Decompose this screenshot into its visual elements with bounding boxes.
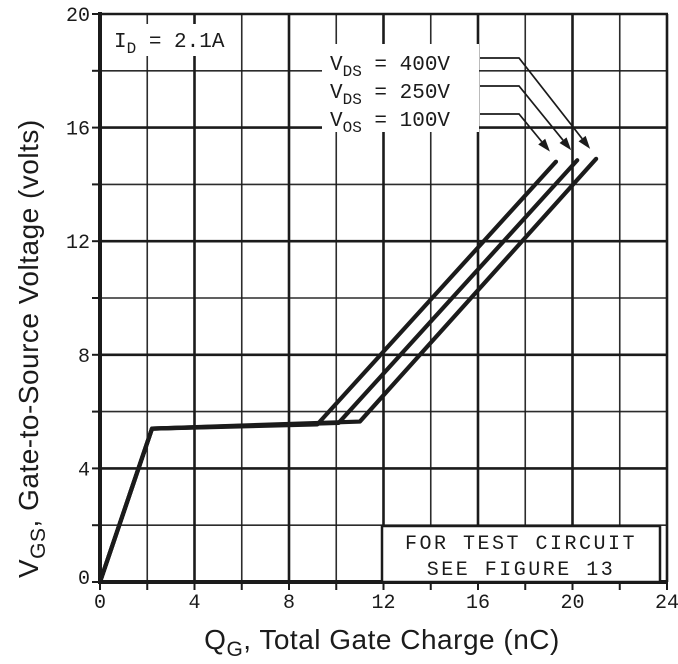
note-line-1: FOR TEST CIRCUIT	[405, 533, 637, 556]
x-tick-label: 8	[283, 592, 295, 615]
tick-label-layer: 0 4 8 12 16 20 24 0 4 8 12 16 20	[66, 5, 678, 615]
y-tick-label: 20	[66, 5, 90, 28]
drain-current-annotation: ID = 2.1A	[114, 31, 225, 58]
x-tick-label: 0	[94, 592, 106, 615]
y-axis-title: VGS, Gate-to-Source Voltage (volts)	[13, 119, 50, 578]
annotation-subscript: D	[127, 40, 137, 58]
x-axis-units: , Total Gate Charge (nC)	[243, 624, 560, 655]
legend-symbol: V	[330, 54, 343, 77]
x-axis-title: QG, Total Gate Charge (nC)	[204, 624, 560, 661]
whiteout-layer	[106, 24, 479, 132]
x-axis-subscript: G	[226, 638, 243, 661]
legend-subscript: DS	[343, 63, 362, 81]
legend-callout-line	[480, 85, 564, 141]
x-tick-label: 16	[466, 592, 490, 615]
y-axis-subscript: GS	[27, 527, 50, 558]
callout-arrowhead	[578, 135, 591, 149]
legend-value: = 400V	[362, 54, 451, 77]
legend-subscript: DS	[343, 91, 362, 109]
y-tick-label: 8	[78, 346, 90, 369]
y-tick-label: 16	[66, 119, 90, 142]
legend-entry-vos-100: VOS = 100V	[330, 110, 450, 137]
legend-callout-line	[480, 113, 543, 143]
curve-series-2	[97, 159, 559, 585]
annotation-symbol: I	[114, 31, 127, 54]
note-box: FOR TEST CIRCUIT SEE FIGURE 13	[380, 524, 662, 584]
curve-series-1	[97, 158, 580, 585]
legend-whiteout	[322, 44, 479, 132]
callout-layer	[480, 57, 591, 152]
x-axis-symbol: Q	[204, 624, 226, 655]
annotation-whiteout	[106, 24, 232, 56]
callout-arrowhead	[559, 137, 572, 151]
legend-entry-vds-400: VDS = 400V	[330, 54, 450, 81]
x-tick-label: 12	[371, 592, 395, 615]
legend-value: = 250V	[362, 82, 451, 105]
y-tick-label: 12	[66, 232, 90, 255]
legend-value: = 100V	[362, 110, 451, 133]
legend-subscript: OS	[343, 119, 362, 137]
legend-symbol: V	[330, 110, 343, 133]
legend-symbol: V	[330, 82, 343, 105]
legend-callout-line	[480, 57, 583, 140]
x-tick-label: 20	[560, 592, 584, 615]
x-tick-label: 24	[655, 592, 678, 615]
x-tick-label: 4	[188, 592, 200, 615]
y-axis-symbol: V	[13, 559, 44, 578]
y-tick-label: 4	[78, 459, 90, 482]
y-axis-units: , Gate-to-Source Voltage (volts)	[13, 119, 44, 527]
note-box-border	[380, 524, 662, 584]
legend-entry-vds-250: VDS = 250V	[330, 82, 450, 109]
note-line-2: SEE FIGURE 13	[427, 559, 616, 582]
curve-layer	[97, 156, 599, 585]
annotation-value: = 2.1A	[136, 31, 225, 54]
callout-arrowhead	[538, 138, 550, 152]
y-tick-label: 0	[78, 568, 90, 591]
